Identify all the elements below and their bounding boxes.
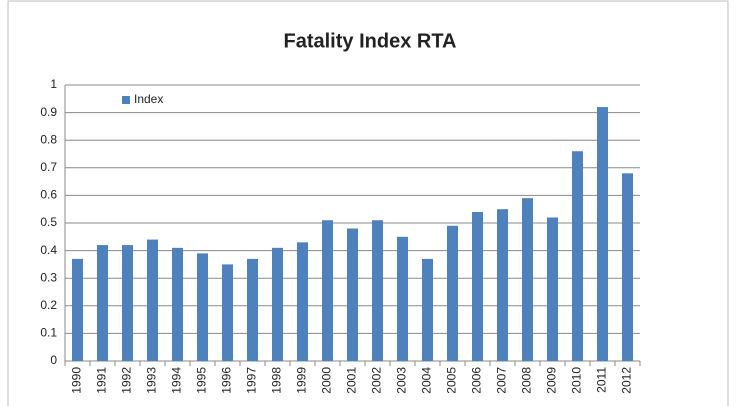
x-tick-label: 2011 <box>595 367 609 393</box>
bar <box>72 258 83 361</box>
x-tick-label: 1998 <box>270 367 284 394</box>
bar <box>497 209 508 361</box>
bar <box>347 228 358 361</box>
x-tick-label: 2000 <box>320 367 334 394</box>
x-tick-label: 1999 <box>295 367 309 394</box>
x-tick-label: 1996 <box>220 367 234 394</box>
bar <box>147 239 158 361</box>
y-tick-label: 0.8 <box>40 132 57 146</box>
x-tick-label: 2010 <box>570 367 584 394</box>
bar <box>322 220 333 361</box>
y-tick-label: 0.2 <box>40 298 57 312</box>
x-tick-label: 1994 <box>170 367 184 394</box>
x-tick-label: 1990 <box>70 367 84 394</box>
bar <box>222 264 233 361</box>
y-tick-label: 1 <box>50 77 57 91</box>
x-tick-label: 2006 <box>470 367 484 394</box>
bar <box>597 107 608 361</box>
x-tick-label: 2004 <box>420 367 434 394</box>
chart-title: Fatality Index RTA <box>284 30 457 52</box>
bar <box>297 242 308 361</box>
x-tick-label: 1995 <box>195 367 209 394</box>
y-tick-label: 0.6 <box>40 188 57 202</box>
bar <box>422 258 433 361</box>
x-tick-label: 1992 <box>120 367 134 394</box>
x-tick-label: 2007 <box>495 367 509 394</box>
bar <box>397 236 408 361</box>
y-tick-label: 0.1 <box>40 326 57 340</box>
x-tick-label: 2008 <box>520 367 534 394</box>
bar <box>447 225 458 361</box>
x-tick-label: 2002 <box>370 367 384 394</box>
bar <box>572 151 583 361</box>
legend-swatch <box>122 96 130 104</box>
y-tick-label: 0.3 <box>40 270 57 284</box>
x-tick-label: 1997 <box>245 367 259 394</box>
x-tick-label: 2012 <box>620 367 634 394</box>
x-tick-label: 2003 <box>395 367 409 394</box>
x-tick-label: 1991 <box>95 367 109 394</box>
x-tick-label: 2001 <box>345 367 359 394</box>
bar <box>197 253 208 361</box>
bar <box>272 247 283 361</box>
x-tick-label: 2009 <box>545 367 559 394</box>
bar <box>372 220 383 361</box>
bar <box>172 247 183 361</box>
chart-frame <box>7 0 729 406</box>
bar <box>622 173 633 361</box>
y-tick-label: 0 <box>50 353 57 367</box>
y-tick-label: 0.4 <box>40 243 57 257</box>
y-tick-label: 0.9 <box>40 105 57 119</box>
x-tick-label: 2005 <box>445 367 459 394</box>
x-tick-label: 1993 <box>145 367 159 394</box>
bar <box>122 245 133 361</box>
y-tick-label: 0.5 <box>40 215 57 229</box>
bar <box>547 217 558 361</box>
bar <box>97 245 108 361</box>
bar <box>472 211 483 361</box>
y-tick-label: 0.7 <box>40 160 57 174</box>
bar <box>247 258 258 361</box>
bar <box>522 198 533 361</box>
legend-label: Index <box>134 92 163 106</box>
